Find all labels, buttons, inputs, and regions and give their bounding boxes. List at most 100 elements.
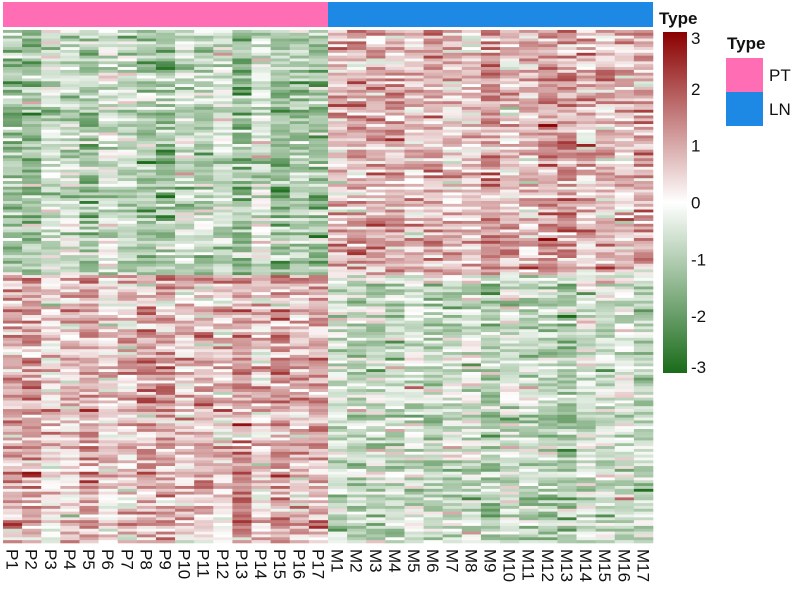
heatmap-cell	[194, 323, 214, 327]
heatmap-cell	[136, 64, 157, 68]
heatmap-cell	[328, 115, 348, 119]
heatmap-cell	[461, 531, 482, 535]
heatmap-cell	[289, 152, 310, 156]
heatmap-cell	[3, 129, 23, 133]
heatmap-cell	[347, 343, 367, 347]
heatmap-cell	[442, 420, 463, 424]
heatmap-cell	[3, 144, 23, 148]
heatmap-cell	[175, 366, 195, 370]
heatmap-cell	[79, 286, 99, 290]
heatmap-cell	[117, 471, 138, 475]
heatmap-cell	[385, 326, 405, 330]
heatmap-cell	[270, 446, 291, 450]
heatmap-cell	[519, 352, 539, 356]
heatmap-cell	[347, 417, 367, 421]
heatmap-cell	[328, 483, 348, 487]
heatmap-cell	[423, 483, 444, 487]
heatmap-cell	[289, 92, 310, 96]
heatmap-cell	[98, 417, 119, 421]
heatmap-cell	[519, 372, 539, 376]
heatmap-cell	[442, 272, 463, 276]
heatmap-cell	[347, 163, 367, 168]
heatmap-cell	[289, 30, 310, 34]
heatmap-cell	[461, 47, 482, 51]
heatmap-cell	[79, 363, 99, 367]
heatmap-cell	[366, 343, 386, 347]
heatmap-cell	[404, 454, 424, 458]
heatmap-cell	[155, 514, 176, 518]
heatmap-cell	[423, 352, 444, 356]
heatmap-cell	[213, 35, 233, 39]
heatmap-cell	[117, 118, 138, 122]
heatmap-cell	[500, 163, 520, 168]
heatmap-cell	[22, 212, 42, 216]
heatmap-cell	[79, 249, 99, 253]
heatmap-cell	[270, 306, 291, 310]
heatmap-cell	[3, 334, 23, 339]
heatmap-cell	[41, 440, 61, 444]
heatmap-cell	[480, 106, 501, 111]
heatmap-cell	[251, 391, 271, 396]
heatmap-cell	[98, 369, 119, 373]
heatmap-cell	[366, 72, 386, 76]
heatmap-cell	[155, 144, 176, 148]
heatmap-cell	[404, 346, 424, 350]
heatmap-cell	[328, 505, 348, 510]
heatmap-cell	[519, 169, 539, 173]
heatmap-cell	[251, 144, 271, 148]
heatmap-cell	[117, 357, 138, 361]
heatmap-cell	[155, 186, 176, 190]
heatmap-cell	[41, 141, 61, 145]
heatmap-cell	[117, 98, 138, 102]
heatmap-cell	[366, 340, 386, 344]
heatmap-cell	[79, 266, 99, 270]
heatmap-cell	[79, 132, 99, 136]
heatmap-cell	[98, 471, 119, 475]
heatmap-cell	[194, 511, 214, 515]
heatmap-cell	[366, 312, 386, 316]
heatmap-cell	[500, 166, 520, 170]
heatmap-cell	[519, 377, 539, 381]
heatmap-cell	[423, 440, 444, 444]
heatmap-cell	[442, 183, 463, 188]
heatmap-cell	[366, 491, 386, 495]
heatmap-cell	[117, 30, 138, 34]
heatmap-cell	[175, 283, 195, 287]
heatmap-cell	[308, 357, 329, 361]
heatmap-cell	[500, 468, 520, 473]
heatmap-cell	[328, 400, 348, 404]
heatmap-cell	[385, 366, 405, 370]
heatmap-cell	[3, 357, 23, 361]
heatmap-cell	[136, 377, 157, 381]
heatmap-cell	[194, 135, 214, 139]
heatmap-cell	[232, 391, 252, 396]
heatmap-cell	[60, 181, 80, 185]
heatmap-cell	[500, 528, 520, 532]
heatmap-cell	[3, 374, 23, 378]
heatmap-cell	[60, 363, 80, 367]
heatmap-cell	[519, 155, 539, 159]
heatmap-cell	[194, 446, 214, 450]
heatmap-cell	[270, 488, 291, 492]
heatmap-cell	[22, 346, 42, 350]
heatmap-cell	[136, 523, 157, 527]
heatmap-cell	[385, 158, 405, 162]
heatmap-cell	[251, 525, 271, 530]
heatmap-cell	[308, 372, 329, 376]
heatmap-cell	[308, 286, 329, 290]
heatmap-cell	[194, 129, 214, 133]
heatmap-cell	[423, 494, 444, 498]
heatmap-cell	[232, 277, 252, 282]
heatmap-cell	[232, 260, 252, 264]
heatmap-cell	[232, 255, 252, 259]
heatmap-cell	[155, 429, 176, 433]
heatmap-cell	[3, 118, 23, 122]
heatmap-cell	[251, 491, 271, 495]
heatmap-cell	[213, 226, 233, 230]
heatmap-cell	[60, 528, 80, 532]
heatmap-cell	[41, 431, 61, 435]
heatmap-cell	[136, 286, 157, 290]
heatmap-cell	[270, 486, 291, 490]
heatmap-cell	[347, 112, 367, 116]
heatmap-cell	[3, 220, 23, 225]
